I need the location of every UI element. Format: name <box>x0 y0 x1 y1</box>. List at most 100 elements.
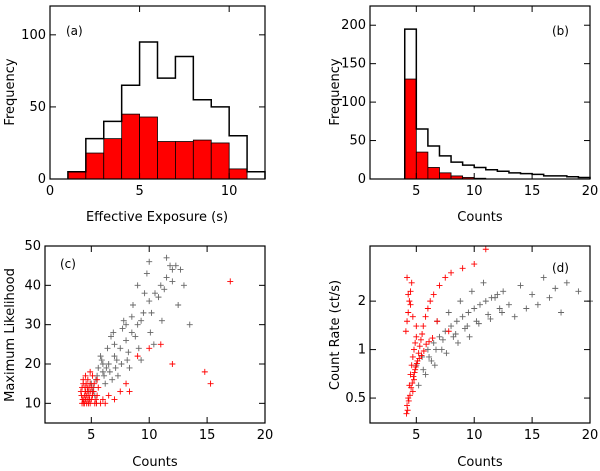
panel-c-point-grey <box>106 368 113 375</box>
panel-c-xtick-label: 10 <box>141 428 158 443</box>
panel-c-point-grey <box>109 376 116 383</box>
panel-c-point-red <box>87 388 94 395</box>
panel-d-point-grey <box>505 301 512 308</box>
panel-d-frame <box>369 245 591 424</box>
panel-c-point-red <box>94 392 101 399</box>
panel-d-point-grey <box>431 362 438 369</box>
panel-d-point-grey <box>424 346 431 353</box>
panel-c: 5 10 15 20 10 20 30 40 50 (c) Counts Maximum Lik… <box>3 239 273 470</box>
panel-d-point-red <box>459 265 466 272</box>
panel-b-ytick-label: 0 <box>358 172 366 187</box>
panel-c-point-red <box>91 380 98 387</box>
panel-c-point-red <box>85 400 92 407</box>
panel-b-xlabel: Counts <box>457 210 503 225</box>
panel-c-point-grey <box>101 372 108 379</box>
panel-a-outline-histogram <box>67 41 266 179</box>
panel-a-filled-bar <box>228 168 248 180</box>
panel-d-point-grey <box>426 353 433 360</box>
panel-a-filled-bar <box>157 141 176 180</box>
panel-c-point-red <box>82 372 89 379</box>
panel-d-point-red <box>408 362 415 369</box>
panel-d-point-grey <box>492 294 499 301</box>
panel-d-point-grey <box>430 339 437 346</box>
panel-d-point-red <box>445 328 452 335</box>
panel-c-point-grey <box>169 266 176 273</box>
panel-d-point-red <box>418 352 425 359</box>
panel-d-point-red <box>416 343 423 350</box>
panel-d-point-red <box>416 355 423 362</box>
panel-c-point-grey <box>110 329 117 336</box>
panel-d-points <box>402 246 593 417</box>
panel-d-point-red <box>426 338 433 345</box>
panel-a-ytick-label: 50 <box>29 100 46 115</box>
panel-d-point-red <box>412 339 419 346</box>
panel-d-ylabel: Count Rate (ct/s) <box>328 280 343 390</box>
panel-c-label: (c) <box>60 257 76 271</box>
panel-c-point-red <box>169 361 176 367</box>
panel-d-point-red <box>404 318 411 325</box>
panel-c-point-grey <box>146 258 153 265</box>
panel-d-point-red <box>405 397 412 404</box>
panel-c-point-grey <box>112 364 119 371</box>
panel-c-point-grey <box>102 380 109 387</box>
panel-d-point-grey <box>445 309 452 316</box>
panel-a-ylabel: Frequency <box>3 58 18 125</box>
panel-d-point-red <box>405 291 412 298</box>
panel-c-frame <box>44 245 266 424</box>
panel-c-point-grey <box>163 254 170 261</box>
panel-c-point-grey <box>141 290 148 297</box>
panel-d-point-red <box>402 328 409 335</box>
panel-d-point-red <box>409 353 416 360</box>
panel-d-point-grey <box>419 353 426 360</box>
panel-d-point-grey <box>487 315 494 322</box>
panel-d-point-red <box>423 341 430 348</box>
panel-d: 5 10 15 20 0.5 1 2 (d) Counts Count Rate (ct/s… <box>328 245 598 470</box>
panel-c-point-grey <box>111 341 118 348</box>
panel-b-xtick-label: 5 <box>412 184 420 199</box>
panel-c-point-grey <box>177 266 184 273</box>
panel-c-point-grey <box>126 364 133 371</box>
panel-b-xtick-label: 15 <box>524 184 541 199</box>
panel-c-ytick-label: 30 <box>24 318 41 333</box>
panel-c-point-grey <box>99 368 106 375</box>
panel-c-point-grey <box>152 290 158 297</box>
panel-b-bars <box>403 28 591 180</box>
panel-d-xtick-label: 20 <box>582 428 599 443</box>
panel-d-point-grey <box>468 288 475 295</box>
panel-d-point-red <box>419 330 426 337</box>
panel-d-point-grey <box>466 333 473 340</box>
panel-b-filled-bar <box>415 151 429 180</box>
panel-c-xtick-label: 20 <box>257 428 274 443</box>
panel-c-ytick-label: 50 <box>24 239 41 254</box>
panel-d-point-grey <box>477 301 483 308</box>
panel-d-ytick-label: 2 <box>358 294 366 309</box>
panel-d-point-red <box>409 380 416 387</box>
panel-c-xlabel: Counts <box>132 455 178 470</box>
panel-a-ytick-label: 0 <box>38 172 46 187</box>
panel-c-point-grey <box>128 313 135 320</box>
panel-c-point-red <box>99 396 106 403</box>
panel-d-point-grey <box>436 333 443 340</box>
panel-d-point-red <box>434 318 441 325</box>
panel-c-point-grey <box>125 349 132 356</box>
panel-b-ytick-label: 100 <box>341 95 366 110</box>
panel-d-point-grey <box>433 346 439 353</box>
panel-b-ytick-label: 50 <box>349 134 366 149</box>
panel-d-point-grey <box>511 313 518 320</box>
panel-c-point-grey <box>180 282 187 289</box>
panel-c-point-grey <box>169 278 176 285</box>
panel-d-point-red <box>412 366 419 373</box>
panel-c-point-grey <box>135 345 142 352</box>
panel-c-point-red <box>83 392 90 399</box>
panel-c-point-red <box>88 384 95 391</box>
panel-c-point-grey <box>111 353 118 360</box>
panel-a-xtick-label: 10 <box>221 184 238 199</box>
panel-a-label: (a) <box>66 24 83 38</box>
panel-d-point-red <box>407 288 414 295</box>
panel-c-point-grey <box>124 357 131 364</box>
panel-d-point-red <box>429 335 436 342</box>
panel-d-ticks: 5 10 15 20 0.5 1 2 <box>345 246 598 443</box>
panel-a-bars <box>67 41 266 180</box>
